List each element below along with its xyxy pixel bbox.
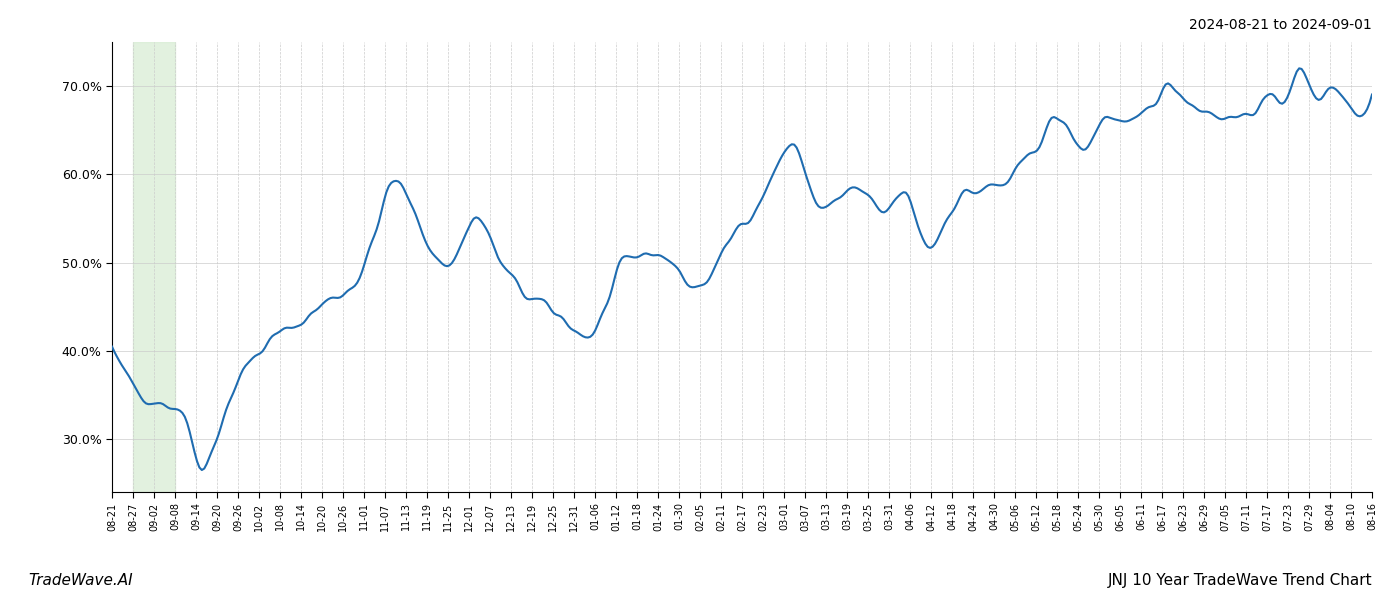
Text: JNJ 10 Year TradeWave Trend Chart: JNJ 10 Year TradeWave Trend Chart: [1107, 573, 1372, 588]
Bar: [133, 42, 175, 492]
Text: 2024-08-21 to 2024-09-01: 2024-08-21 to 2024-09-01: [1189, 18, 1372, 32]
Text: TradeWave.AI: TradeWave.AI: [28, 573, 133, 588]
